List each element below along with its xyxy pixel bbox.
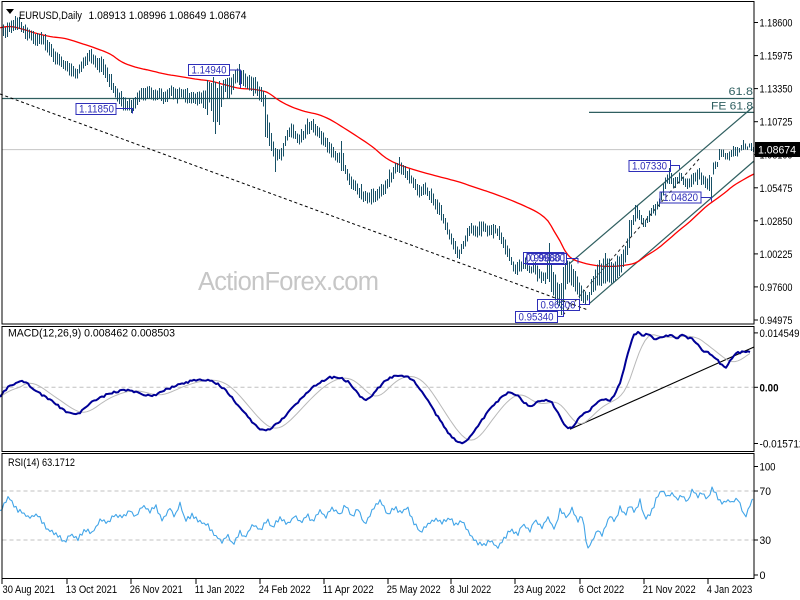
svg-text:13 Oct 2021: 13 Oct 2021 bbox=[66, 584, 118, 596]
svg-text:1.15975: 1.15975 bbox=[760, 51, 793, 63]
svg-text:0.99680: 0.99680 bbox=[526, 253, 561, 265]
svg-text:70: 70 bbox=[760, 486, 772, 498]
svg-text:1.08674: 1.08674 bbox=[758, 145, 796, 157]
svg-text:1.07330: 1.07330 bbox=[632, 161, 667, 173]
svg-text:0.96300: 0.96300 bbox=[541, 300, 576, 312]
svg-text:0.97600: 0.97600 bbox=[760, 282, 793, 294]
svg-text:ActionForex.com: ActionForex.com bbox=[198, 268, 379, 296]
svg-text:30: 30 bbox=[760, 535, 772, 547]
svg-text:30 Aug 2021: 30 Aug 2021 bbox=[3, 584, 56, 596]
svg-text:0.014549: 0.014549 bbox=[760, 328, 800, 340]
svg-text:FE 61.8: FE 61.8 bbox=[711, 101, 753, 113]
svg-text:11 Apr 2022: 11 Apr 2022 bbox=[323, 584, 374, 596]
svg-text:1.02850: 1.02850 bbox=[760, 216, 793, 228]
svg-text:26 Nov 2021: 26 Nov 2021 bbox=[130, 584, 183, 596]
svg-text:1.08913 1.08996 1.08649 1.0867: 1.08913 1.08996 1.08649 1.08674 bbox=[89, 10, 247, 22]
svg-text:0.94975: 0.94975 bbox=[760, 315, 793, 327]
svg-text:25 May 2022: 25 May 2022 bbox=[387, 584, 441, 596]
svg-text:0.95340: 0.95340 bbox=[519, 312, 554, 324]
svg-text:1.05475: 1.05475 bbox=[760, 183, 793, 195]
svg-text:0.99680: 0.99680 bbox=[530, 253, 565, 265]
svg-text:1.18600: 1.18600 bbox=[760, 18, 793, 30]
svg-text:1.10725: 1.10725 bbox=[760, 117, 793, 129]
svg-text:1.00225: 1.00225 bbox=[760, 249, 793, 261]
svg-text:21 Nov 2022: 21 Nov 2022 bbox=[643, 584, 696, 596]
svg-text:1.13350: 1.13350 bbox=[760, 84, 793, 96]
svg-text:MACD(12,26,9) 0.008462 0.00850: MACD(12,26,9) 0.008462 0.008503 bbox=[8, 328, 175, 340]
svg-text:EURUSD,Daily: EURUSD,Daily bbox=[19, 10, 82, 22]
svg-text:24 Feb 2022: 24 Feb 2022 bbox=[259, 584, 311, 596]
svg-text:-0.015712: -0.015712 bbox=[760, 439, 800, 451]
svg-text:1.14940: 1.14940 bbox=[192, 65, 227, 77]
svg-text:11 Jan 2022: 11 Jan 2022 bbox=[195, 584, 245, 596]
svg-text:61.8: 61.8 bbox=[729, 86, 754, 98]
svg-text:4 Jan 2023: 4 Jan 2023 bbox=[707, 584, 753, 596]
svg-text:0.00: 0.00 bbox=[760, 382, 779, 394]
svg-text:1.11850: 1.11850 bbox=[79, 104, 114, 116]
svg-text:1.04820: 1.04820 bbox=[663, 192, 698, 204]
svg-text:100: 100 bbox=[760, 462, 776, 474]
svg-text:RSI(14) 63.1712: RSI(14) 63.1712 bbox=[8, 457, 75, 469]
svg-text:0: 0 bbox=[760, 570, 766, 582]
svg-text:23 Aug 2022: 23 Aug 2022 bbox=[514, 584, 566, 596]
svg-text:8 Jul 2022: 8 Jul 2022 bbox=[450, 584, 492, 596]
svg-text:6 Oct 2022: 6 Oct 2022 bbox=[579, 584, 625, 596]
